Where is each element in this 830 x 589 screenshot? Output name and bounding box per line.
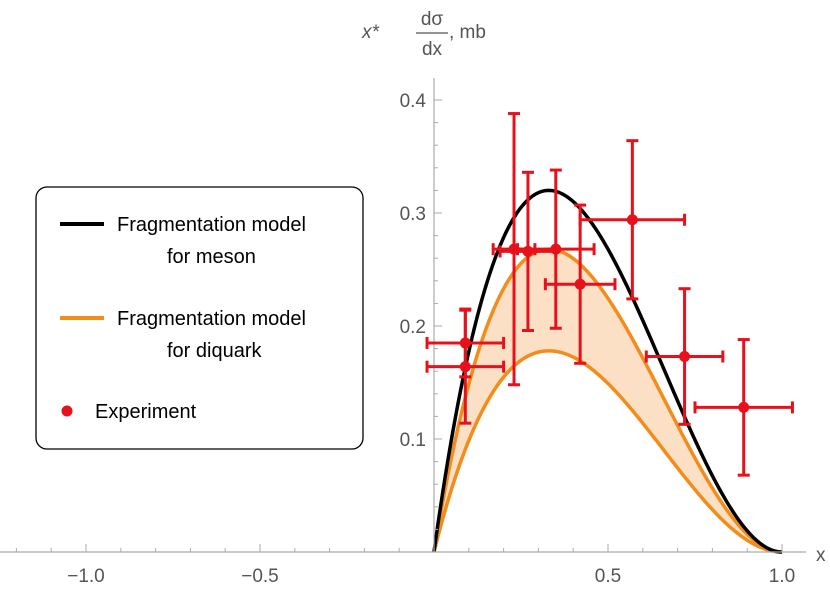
legend: Fragmentation model for meson Fragmentat… [35, 186, 364, 450]
y-axis-label-denominator: dx [422, 39, 443, 60]
x-tick-label: 1.0 [769, 566, 795, 587]
legend-label-diquark-line1: Fragmentation model [117, 308, 306, 330]
legend-label-meson-line1: Fragmentation model [117, 214, 306, 236]
y-axis-label: x* dσ dx , mb [361, 9, 486, 60]
experiment-point [644, 287, 725, 426]
experiment-marker [574, 278, 586, 290]
experiment-marker [522, 245, 534, 257]
legend-label-experiment: Experiment [95, 401, 197, 423]
experiment-point [693, 338, 794, 477]
legend-label-diquark-line2: for diquark [167, 340, 262, 362]
axes: −1.0 −0.5 0.5 1.0 0.1 0.2 0.3 0.4 [0, 78, 806, 587]
curve-layer [432, 188, 783, 554]
experiment-marker [679, 351, 691, 363]
y-tick-label: 0.3 [400, 204, 426, 225]
y-axis-label-prefix: x* [361, 22, 380, 43]
y-axis-label-numerator: dσ [421, 9, 444, 30]
diquark-band-layer [434, 249, 782, 552]
experiment-point [425, 308, 506, 425]
y-tick-label: 0.2 [400, 317, 426, 338]
experiment-marker [550, 243, 562, 255]
experiment-marker [738, 401, 750, 413]
meson-curve [432, 188, 783, 554]
x-tick-label: −1.0 [67, 566, 105, 587]
experiment-marker [626, 214, 638, 226]
experiment-marker [459, 361, 471, 373]
diquark-upper-curve [432, 247, 783, 554]
y-tick-label: 0.1 [400, 430, 426, 451]
experiment-point [516, 168, 596, 330]
y-axis-label-suffix: , mb [449, 22, 486, 43]
experiment-point [578, 139, 687, 301]
diquark-band-fill [434, 249, 782, 552]
y-tick-label: 0.4 [400, 91, 427, 112]
legend-box [35, 186, 364, 450]
legend-label-meson-line2: for meson [167, 246, 256, 268]
legend-swatch-experiment [61, 405, 73, 417]
x-axis-label: x [816, 545, 826, 566]
x-tick-label: −0.5 [241, 566, 279, 587]
experiment-point [543, 203, 617, 365]
experiment-points [425, 112, 794, 477]
diquark-lower-curve [432, 349, 783, 554]
x-tick-label: 0.5 [595, 566, 621, 587]
